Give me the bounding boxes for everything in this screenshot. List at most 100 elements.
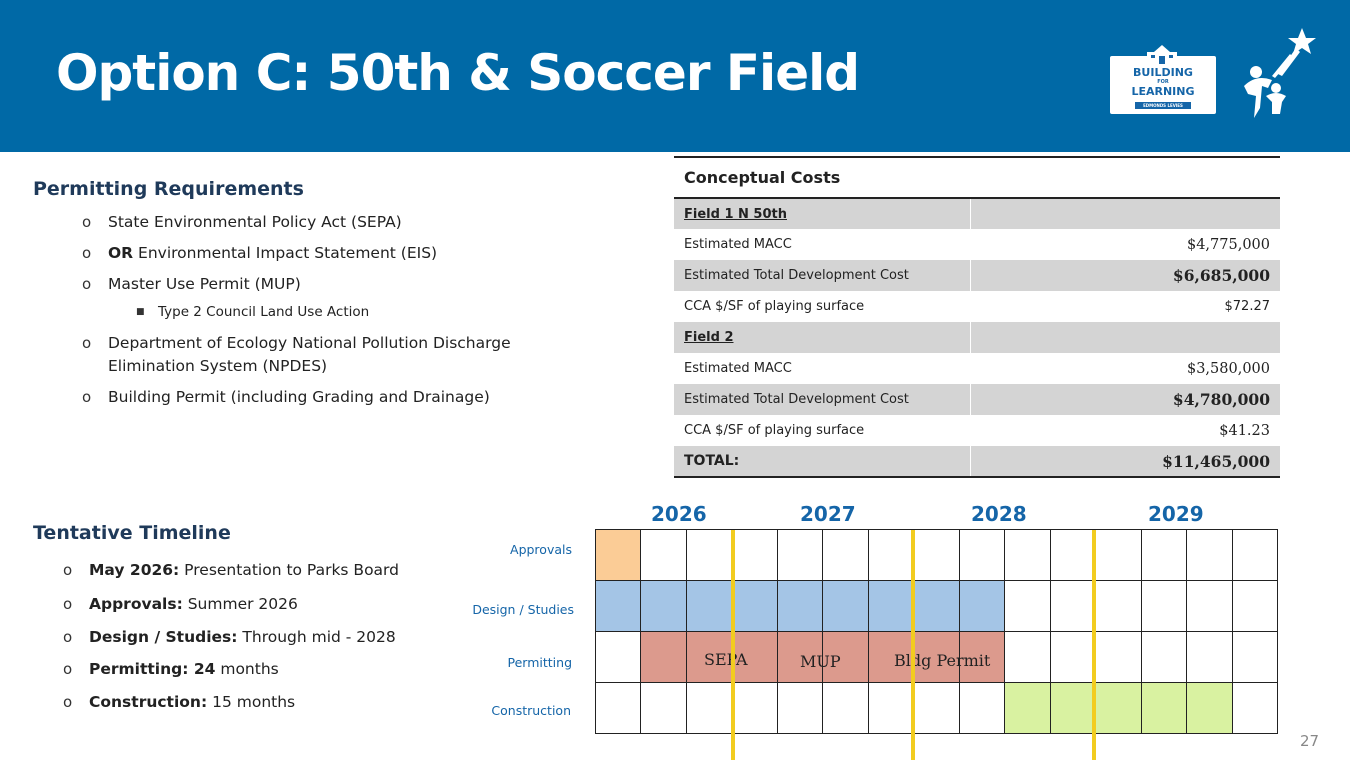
- gantt-cell: [1140, 631, 1188, 683]
- row-label: Estimated Total Development Cost: [674, 260, 970, 291]
- row-label: Estimated Total Development Cost: [674, 384, 970, 415]
- bullet-circle: o: [63, 628, 73, 646]
- permit-item-npdes-cont: Elimination System (NPDES): [108, 357, 328, 375]
- table-row: CCA $/SF of playing surface $41.23: [674, 415, 1280, 446]
- gantt-cell: [685, 631, 733, 683]
- gantt-cell: [867, 529, 915, 581]
- row-label: Estimated MACC: [684, 361, 792, 376]
- timeline-item-may: o May 2026: Presentation to Parks Board: [63, 558, 399, 582]
- year-divider-line: [731, 530, 735, 760]
- gantt-cell: [1095, 580, 1142, 632]
- gantt-cell: [1231, 529, 1278, 581]
- gantt-row-label: Approvals: [510, 542, 572, 557]
- bullet-circle: o: [63, 660, 73, 678]
- timeline-item-design: o Design / Studies: Through mid - 2028: [63, 625, 396, 649]
- gantt-cell: [913, 580, 960, 632]
- gantt-cell: [731, 580, 778, 632]
- permit-subitem-type2: ■ Type 2 Council Land Use Action: [136, 300, 369, 324]
- table-row: Estimated MACC $3,580,000: [674, 353, 1280, 384]
- bullet-circle: o: [82, 334, 92, 352]
- gantt-cell: [1004, 682, 1051, 734]
- gantt-cell: [1186, 580, 1233, 632]
- gantt-cell: [1004, 580, 1051, 632]
- table-row: Field 1 N 50th: [674, 198, 1280, 229]
- gantt-cell: [1186, 682, 1233, 734]
- row-label: Estimated MACC: [684, 237, 792, 252]
- gantt-cell: [1231, 631, 1278, 683]
- empty-cell: [969, 322, 1280, 353]
- table-row: Estimated Total Development Cost $4,780,0…: [674, 384, 1280, 415]
- gantt-cell: [595, 529, 642, 581]
- gantt-cell: [1231, 682, 1278, 734]
- gantt-cell: [776, 529, 824, 581]
- bullet-circle: o: [82, 388, 92, 406]
- section-label-field1: Field 1 N 50th: [674, 198, 970, 229]
- field1-tdc-value: $6,685,000: [969, 260, 1280, 291]
- gantt-cell: [776, 682, 824, 734]
- gantt-cell: [913, 529, 960, 581]
- gantt-cell: [958, 529, 1006, 581]
- gantt-cell: [595, 580, 642, 632]
- row-label: CCA $/SF of playing surface: [684, 423, 865, 438]
- gantt-cell: [913, 682, 960, 734]
- permitting-heading: Permitting Requirements: [33, 178, 304, 200]
- school-building-icon: [1147, 45, 1177, 64]
- gantt-cell: [1186, 529, 1233, 581]
- field2-tdc-value: $4,780,000: [969, 384, 1280, 415]
- slide-title: Option C: 50th & Soccer Field: [56, 44, 860, 102]
- total-value: $11,465,000: [969, 446, 1280, 478]
- permit-label-bldg: Bldg Permit: [894, 651, 991, 670]
- gantt-cell: [822, 529, 869, 581]
- gantt-cell: [640, 682, 687, 734]
- empty-cell: [969, 198, 1280, 229]
- gantt-row-label: Design / Studies: [472, 602, 574, 617]
- permit-label-mup: MUP: [800, 652, 841, 671]
- gantt-cell: [1186, 631, 1233, 683]
- gantt-cell: [595, 682, 642, 734]
- permit-item-npdes: o Department of Ecology National Pollutio…: [82, 331, 511, 355]
- gantt-cell: [685, 580, 733, 632]
- gantt-cell: [1140, 529, 1188, 581]
- section-label-field2: Field 2: [674, 322, 970, 353]
- gantt-cell: [867, 580, 915, 632]
- gantt-cell: [1049, 682, 1097, 734]
- field1-sf-value: $72.27: [1224, 299, 1271, 314]
- field1-macc-value: $4,775,000: [1186, 236, 1270, 253]
- gantt-cell: [731, 529, 778, 581]
- bullet-circle: o: [82, 213, 92, 231]
- gantt-cell: [958, 580, 1006, 632]
- building-for-learning-logo: BUILDING FOR LEARNING EDMONDS LEVIES: [1108, 44, 1218, 116]
- year-label: 2027: [800, 502, 856, 526]
- timeline-item-construction: o Construction: 15 months: [63, 690, 295, 714]
- year-divider-line: [1092, 530, 1096, 760]
- bullet-circle: o: [82, 244, 92, 262]
- total-row: TOTAL: $11,465,000: [674, 446, 1280, 478]
- logo-line-4: EDMONDS LEVIES: [1135, 102, 1191, 109]
- bullet-circle: o: [63, 595, 73, 613]
- table-row: Estimated Total Development Cost $6,685,0…: [674, 260, 1280, 291]
- gantt-cell: [822, 580, 869, 632]
- gantt-cell: [1049, 631, 1097, 683]
- gantt-cell: [1140, 580, 1188, 632]
- gantt-cell: [595, 631, 642, 683]
- timeline-item-permitting: o Permitting: 24 months: [63, 657, 279, 681]
- gantt-cell: [1049, 529, 1097, 581]
- gantt-cell: [776, 580, 824, 632]
- permit-item-eis: o OR Environmental Impact Statement (EIS): [82, 241, 437, 265]
- district-star-logo: [1244, 28, 1316, 118]
- gantt-cell: [685, 529, 733, 581]
- gantt-cell: [685, 682, 733, 734]
- gantt-cell: [1004, 529, 1051, 581]
- gantt-cell: [1140, 682, 1188, 734]
- field2-sf-value: $41.23: [1219, 422, 1270, 439]
- gantt-cell: [640, 580, 687, 632]
- gantt-cell: [958, 682, 1006, 734]
- gantt-cell: [640, 631, 687, 683]
- gantt-cell: [1095, 682, 1142, 734]
- gantt-cell: [1231, 580, 1278, 632]
- timeline-item-approvals: o Approvals: Summer 2026: [63, 592, 298, 616]
- gantt-row-label: Construction: [491, 703, 571, 718]
- logo-line-2: FOR: [1157, 79, 1169, 85]
- timeline-heading: Tentative Timeline: [33, 522, 231, 544]
- gantt-cell: [731, 682, 778, 734]
